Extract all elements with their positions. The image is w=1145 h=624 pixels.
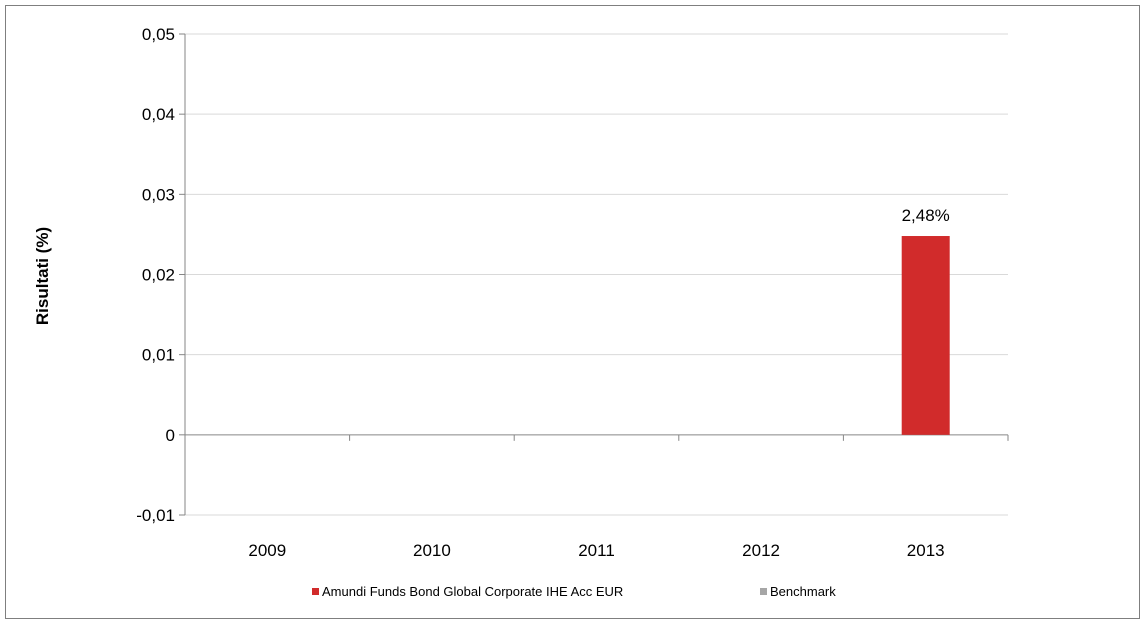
y-tick-label: 0,04 bbox=[142, 105, 175, 124]
labels: -0,01 0 0,01 0,02 0,03 0,04 0,05 2009 2010 2011 20… bbox=[136, 25, 950, 560]
legend-label: Benchmark bbox=[770, 584, 836, 599]
legend-swatch bbox=[760, 588, 767, 595]
y-tick-label: 0,02 bbox=[142, 266, 175, 285]
data-label: 2,48% bbox=[902, 206, 950, 225]
x-tick-label: 2009 bbox=[248, 541, 286, 560]
y-axis-title: Risultati (%) bbox=[33, 227, 52, 325]
y-tick-label: 0,01 bbox=[142, 346, 175, 365]
y-tick-label: 0,05 bbox=[142, 25, 175, 44]
x-tick-label: 2013 bbox=[907, 541, 945, 560]
gridlines bbox=[185, 33, 1008, 516]
legend-swatch bbox=[312, 588, 319, 595]
legend-label: Amundi Funds Bond Global Corporate IHE A… bbox=[322, 584, 623, 599]
legend: Amundi Funds Bond Global Corporate IHE A… bbox=[312, 584, 836, 599]
y-tick-label: 0 bbox=[166, 426, 175, 445]
x-tick-label: 2010 bbox=[413, 541, 451, 560]
chart-frame bbox=[5, 5, 1140, 619]
bar bbox=[901, 236, 950, 435]
y-tick-label: -0,01 bbox=[136, 506, 175, 525]
x-tick-label: 2011 bbox=[578, 541, 615, 560]
x-tick-label: 2012 bbox=[742, 541, 780, 560]
y-tick-label: 0,03 bbox=[142, 185, 175, 204]
axes bbox=[179, 33, 1009, 516]
bars bbox=[901, 236, 950, 435]
